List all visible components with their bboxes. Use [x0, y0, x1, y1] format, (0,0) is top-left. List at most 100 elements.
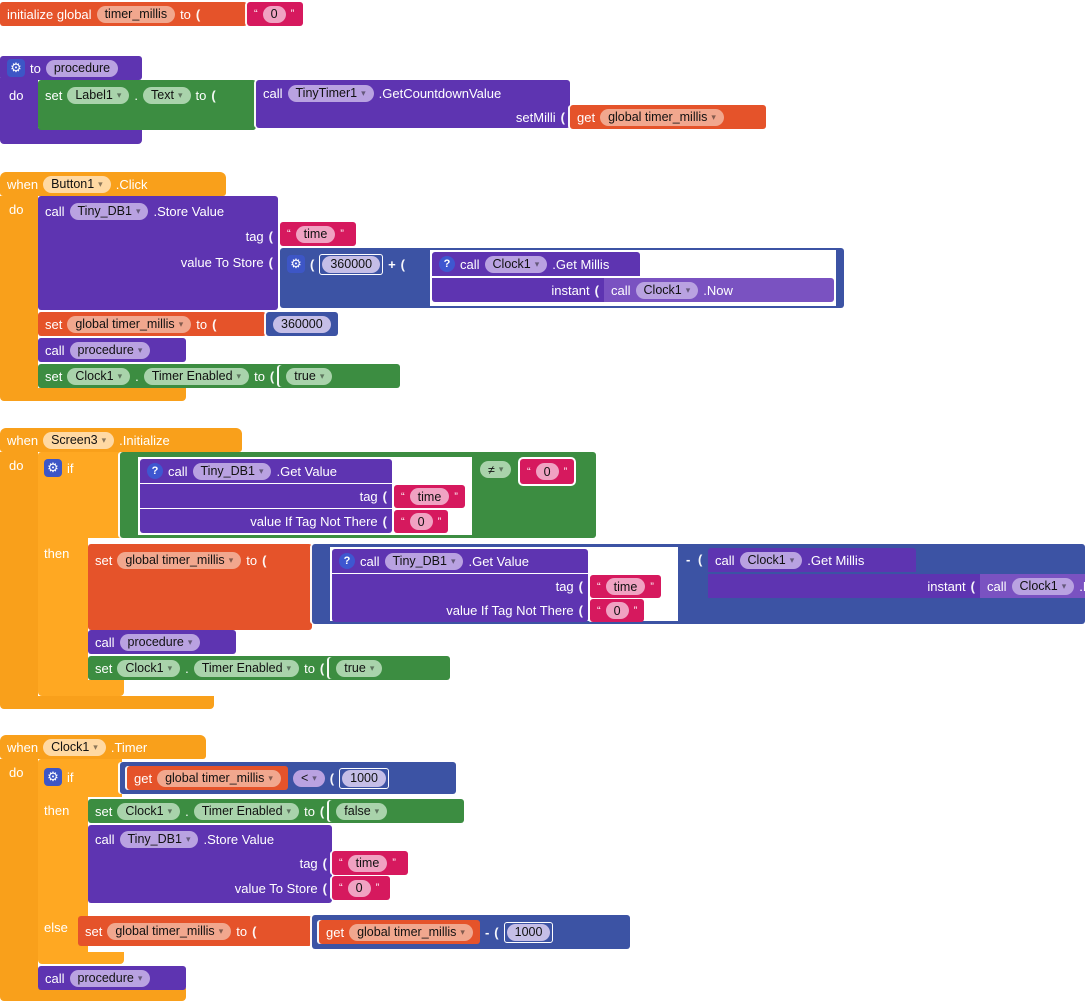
component-dropdown-clock1[interactable]: Clock1 ▾: [67, 367, 131, 385]
string-value-field[interactable]: 0: [262, 5, 286, 23]
boolean-dropdown[interactable]: false ▾: [336, 802, 388, 820]
comparison-operator-dropdown[interactable]: ≠ ▾: [480, 461, 512, 478]
block-when-clock1-timer-header[interactable]: when Clock1 ▾ .Timer: [0, 735, 206, 759]
when-block-bottom[interactable]: [0, 388, 186, 401]
string-value-field[interactable]: 0: [535, 463, 559, 480]
block-when-screen3-initialize-header[interactable]: when Screen3 ▾ .Initialize: [0, 428, 242, 452]
if-block-bottom[interactable]: [38, 680, 124, 696]
getmillis-instant-row[interactable]: instant (: [708, 574, 980, 598]
string-value-field[interactable]: 0: [409, 513, 433, 530]
block-get-global-timer-millis[interactable]: get global timer_millis ▾: [319, 920, 480, 944]
number-field[interactable]: 360000: [273, 315, 331, 333]
component-dropdown-tinydb1[interactable]: Tiny_DB1 ▾: [119, 830, 199, 848]
variable-dropdown[interactable]: global timer_millis ▾: [67, 315, 192, 333]
string-value-field[interactable]: time: [347, 854, 388, 872]
string-value-field[interactable]: time: [295, 225, 336, 243]
comment-question-icon[interactable]: ?: [147, 463, 163, 479]
block-set-clock1-timer-enabled[interactable]: set Clock1 ▾ . Timer Enabled ▾ to ( true ▾: [88, 656, 450, 680]
getvalue-tag-row[interactable]: tag (: [332, 574, 588, 598]
comment-question-icon[interactable]: ?: [339, 553, 355, 569]
block-call-clock1-now[interactable]: call Clock1▾ .Now: [604, 278, 834, 302]
variable-dropdown[interactable]: global timer_millis ▾: [117, 551, 242, 569]
getmillis-instant-row[interactable]: instant (: [432, 278, 604, 302]
string-block-time[interactable]: “ time ”: [394, 485, 465, 508]
mutator-gear-icon[interactable]: ⚙: [7, 59, 25, 77]
block-call-tinydb-store-value[interactable]: call Tiny_DB1 ▾ .Store Value tag ( value …: [38, 196, 278, 310]
block-call-procedure[interactable]: call procedure ▾: [38, 966, 186, 990]
block-call-tinydb-get-value[interactable]: ? call Tiny_DB1 ▾ .Get Value: [332, 549, 588, 573]
component-dropdown-button1[interactable]: Button1 ▾: [43, 175, 111, 193]
block-set-global-timer-millis[interactable]: set global timer_millis ▾ to (: [38, 312, 266, 336]
block-call-clock1-now[interactable]: call Clock1▾ .Now: [980, 574, 1085, 598]
comment-question-icon[interactable]: ?: [439, 256, 455, 272]
variable-dropdown[interactable]: global timer_millis ▾: [349, 923, 473, 941]
block-set-clock1-timer-enabled-false[interactable]: set Clock1 ▾ . Timer Enabled ▾ to ( false ▾: [88, 799, 464, 823]
block-call-tinydb-store-value[interactable]: call Tiny_DB1 ▾ .Store Value tag ( value …: [88, 825, 332, 903]
mutator-gear-icon[interactable]: ⚙: [44, 459, 62, 477]
block-call-clock1-getmillis[interactable]: ? call Clock1 ▾ .Get Millis: [432, 252, 640, 276]
number-field-1000[interactable]: 1000: [506, 923, 551, 941]
block-set-clock1-timer-enabled[interactable]: set Clock1 ▾ . Timer Enabled ▾ to ( true ▾: [38, 364, 400, 388]
string-block-zero[interactable]: “ 0 ”: [520, 459, 575, 484]
component-dropdown-screen3[interactable]: Screen3 ▾: [43, 431, 115, 449]
block-call-procedure[interactable]: call procedure ▾: [88, 630, 236, 654]
if-block-bottom[interactable]: [38, 952, 124, 964]
variable-dropdown[interactable]: global timer_millis ▾: [600, 108, 724, 126]
block-get-global-timer-millis[interactable]: get global timer_millis ▾: [570, 105, 766, 129]
string-block-zero[interactable]: “ 0 ”: [247, 2, 303, 26]
block-get-global-timer-millis[interactable]: get global timer_millis ▾: [127, 766, 288, 790]
string-block-zero[interactable]: “ 0 ”: [332, 876, 390, 900]
string-value-field[interactable]: time: [409, 488, 450, 505]
component-dropdown-clock1[interactable]: Clock1 ▾: [1011, 577, 1075, 595]
getvalue-notthere-row[interactable]: value If Tag Not There (: [332, 598, 588, 622]
procedure-block-bottom[interactable]: [0, 128, 142, 144]
block-initialize-global-timer-millis[interactable]: initialize global timer_millis to (: [0, 2, 247, 26]
variable-name-field[interactable]: timer_millis: [96, 5, 176, 23]
procedure-dropdown[interactable]: procedure ▾: [69, 969, 151, 987]
property-dropdown-timer-enabled[interactable]: Timer Enabled ▾: [143, 367, 250, 385]
when-block-spine[interactable]: [0, 196, 38, 388]
string-block-zero[interactable]: “ 0 ”: [590, 599, 645, 622]
block-math-compare-less-than[interactable]: get global timer_millis ▾ < ▾ ( 1000: [120, 762, 456, 794]
variable-dropdown[interactable]: global timer_millis ▾: [107, 922, 232, 940]
string-block-time[interactable]: “ time ”: [280, 222, 356, 246]
block-math-addition[interactable]: ⚙ ( 360000 + ( ? call Clock1 ▾ .Get Milli…: [280, 248, 844, 308]
number-field-360000[interactable]: 360000: [322, 255, 381, 273]
block-logic-true[interactable]: true ▾: [279, 365, 340, 387]
block-math-subtraction[interactable]: get global timer_millis ▾ - ( 1000: [312, 915, 630, 949]
number-field-1000[interactable]: 1000: [342, 769, 386, 787]
block-call-procedure[interactable]: call procedure ▾: [38, 338, 186, 362]
block-call-clock1-getmillis[interactable]: call Clock1 ▾ .Get Millis: [708, 548, 916, 572]
component-dropdown-clock1[interactable]: Clock1 ▾: [43, 738, 106, 756]
boolean-dropdown[interactable]: true ▾: [336, 659, 383, 677]
if-block-spine[interactable]: [38, 538, 88, 680]
block-math-subtraction[interactable]: ? call Tiny_DB1 ▾ .Get Value tag ( value …: [312, 544, 1085, 624]
when-block-bottom[interactable]: [0, 988, 186, 1001]
property-dropdown-text[interactable]: Text ▾: [143, 86, 191, 104]
block-procedure-definition-header[interactable]: ⚙ to procedure: [0, 56, 142, 80]
comparison-operator-dropdown[interactable]: < ▾: [292, 769, 325, 787]
component-dropdown-tinydb1[interactable]: Tiny_DB1 ▾: [69, 202, 149, 220]
mutator-gear-icon[interactable]: ⚙: [287, 255, 305, 273]
component-dropdown-tinydb1[interactable]: Tiny_DB1 ▾: [384, 552, 464, 570]
boolean-dropdown[interactable]: true ▾: [286, 367, 333, 385]
component-dropdown-clock1[interactable]: Clock1 ▾: [117, 802, 181, 820]
string-block-time[interactable]: “ time ”: [332, 851, 408, 875]
component-dropdown-clock1[interactable]: Clock1 ▾: [484, 255, 548, 273]
string-block-zero[interactable]: “ 0 ”: [394, 510, 449, 533]
block-logic-not-equal[interactable]: ? call Tiny_DB1 ▾ .Get Value tag ( value …: [120, 452, 596, 538]
block-set-global-timer-millis[interactable]: set global timer_millis ▾ to (: [88, 544, 312, 630]
string-value-field[interactable]: 0: [605, 602, 629, 619]
variable-dropdown[interactable]: global timer_millis ▾: [157, 769, 281, 787]
block-call-tinytimer-getcountdownvalue[interactable]: call TinyTimer1 ▾ .GetCountdownValue setM…: [256, 80, 570, 128]
block-set-global-timer-millis[interactable]: set global timer_millis ▾ to (: [78, 916, 312, 946]
string-block-time[interactable]: “ time ”: [590, 575, 661, 598]
component-dropdown-label1[interactable]: Label1 ▾: [67, 86, 130, 104]
procedure-dropdown[interactable]: procedure ▾: [69, 341, 151, 359]
block-call-tinydb-get-value[interactable]: ? call Tiny_DB1 ▾ .Get Value: [140, 459, 392, 483]
when-block-spine[interactable]: [0, 759, 38, 988]
component-dropdown-clock1[interactable]: Clock1 ▾: [635, 281, 699, 299]
procedure-dropdown[interactable]: procedure ▾: [119, 633, 201, 651]
block-set-label1-text[interactable]: set Label1 ▾ . Text ▾ to (: [38, 80, 256, 130]
